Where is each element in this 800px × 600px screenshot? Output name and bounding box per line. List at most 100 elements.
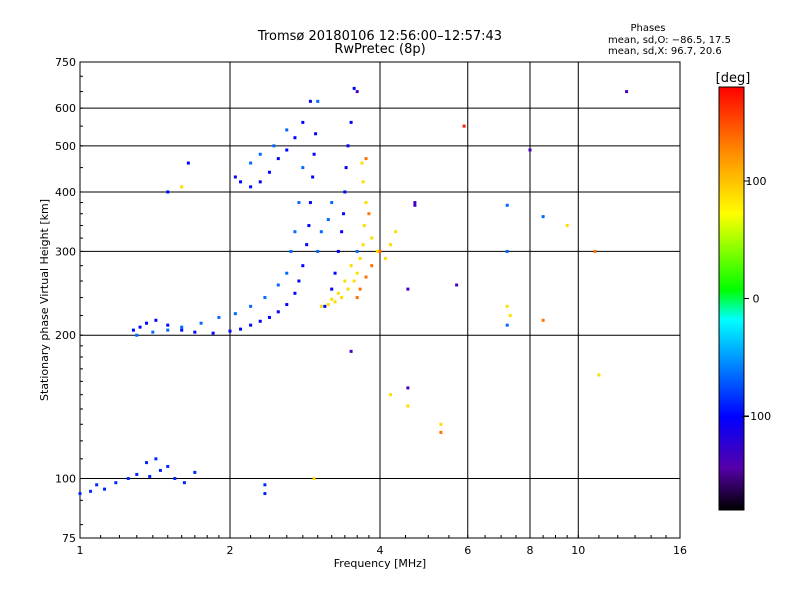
data-point xyxy=(312,477,316,481)
y-tick-label: 200 xyxy=(55,329,76,342)
data-point xyxy=(406,404,410,408)
data-point xyxy=(343,279,347,283)
data-point xyxy=(263,483,267,487)
phase-stat-x: mean, sd,X: 96.7, 20.6 xyxy=(608,46,722,57)
data-point xyxy=(358,256,362,260)
data-point xyxy=(406,287,410,291)
data-point xyxy=(308,99,312,103)
data-point xyxy=(505,249,509,253)
data-point xyxy=(258,319,262,323)
data-point xyxy=(597,373,601,377)
colorbar-tick-label: 100 xyxy=(746,175,767,188)
data-point xyxy=(343,190,347,194)
data-point xyxy=(272,144,276,148)
data-point xyxy=(316,99,320,103)
data-point xyxy=(362,224,366,228)
data-point xyxy=(267,170,271,174)
data-point xyxy=(131,328,135,332)
data-point xyxy=(455,283,459,287)
y-tick-label: 75 xyxy=(62,532,76,545)
x-tick-label: 8 xyxy=(527,544,534,557)
data-point xyxy=(217,315,221,319)
data-point xyxy=(383,256,387,260)
y-tick-label: 750 xyxy=(55,56,76,69)
data-point xyxy=(228,329,232,333)
data-point xyxy=(182,481,186,485)
data-point xyxy=(285,148,289,152)
data-point xyxy=(233,312,237,316)
data-point xyxy=(505,323,509,327)
data-point xyxy=(293,291,297,295)
data-point xyxy=(360,161,364,165)
x-tick-label: 1 xyxy=(77,544,84,557)
data-point xyxy=(367,212,371,216)
data-point xyxy=(375,249,379,253)
data-point xyxy=(145,461,149,465)
data-point xyxy=(239,327,243,331)
data-point xyxy=(355,296,359,300)
data-point xyxy=(330,201,334,205)
data-point xyxy=(180,328,184,332)
data-point xyxy=(166,464,170,468)
data-point xyxy=(319,304,323,308)
colorbar-tick-label: −100 xyxy=(741,410,771,423)
data-point xyxy=(361,180,365,184)
phases-header: Phases xyxy=(630,23,665,34)
data-point xyxy=(276,157,280,161)
data-point xyxy=(336,249,340,253)
data-point xyxy=(333,271,337,275)
data-points xyxy=(78,86,629,496)
colorbar-unit: [deg] xyxy=(716,71,751,86)
data-point xyxy=(406,386,410,390)
data-point xyxy=(95,483,99,487)
data-point xyxy=(180,325,184,329)
data-point xyxy=(103,487,107,491)
y-tick-label: 600 xyxy=(55,102,76,115)
chart-subtitle: RwPretec (8p) xyxy=(334,42,425,57)
x-axis-label: Frequency [MHz] xyxy=(334,557,426,570)
data-point xyxy=(305,243,309,247)
data-point xyxy=(199,321,203,325)
data-point xyxy=(263,296,267,300)
data-point xyxy=(289,249,293,253)
data-point xyxy=(340,296,344,300)
data-point xyxy=(333,300,337,304)
data-point xyxy=(326,303,330,307)
y-tick-label: 500 xyxy=(55,140,76,153)
data-point xyxy=(154,457,158,461)
data-point xyxy=(439,422,443,426)
y-tick-label: 100 xyxy=(55,473,76,486)
data-point xyxy=(355,90,359,94)
data-point xyxy=(258,180,262,184)
data-point xyxy=(307,224,311,228)
colorbar xyxy=(718,86,745,511)
phase-stat-o: mean, sd,O: −86.5, 17.5 xyxy=(608,35,731,46)
data-point xyxy=(352,86,356,90)
data-point xyxy=(285,128,289,132)
data-point xyxy=(394,230,398,234)
data-point xyxy=(462,124,466,128)
data-point xyxy=(336,291,340,295)
data-point xyxy=(340,230,344,234)
data-point xyxy=(180,185,184,189)
y-tick-label: 400 xyxy=(55,186,76,199)
data-point xyxy=(326,218,330,222)
data-point xyxy=(301,166,305,170)
data-point xyxy=(312,152,316,156)
data-point xyxy=(126,477,130,481)
data-point xyxy=(316,249,320,253)
data-point xyxy=(358,287,362,291)
data-point xyxy=(330,297,334,301)
data-point xyxy=(319,230,323,234)
data-point xyxy=(154,318,158,322)
data-point xyxy=(364,157,368,161)
data-point xyxy=(352,279,356,283)
data-point xyxy=(370,264,374,268)
data-point xyxy=(193,470,197,474)
data-point xyxy=(135,333,139,337)
data-point xyxy=(297,201,301,205)
data-point xyxy=(186,161,190,165)
data-point xyxy=(166,323,170,327)
data-point xyxy=(249,323,253,327)
data-point xyxy=(249,185,253,189)
